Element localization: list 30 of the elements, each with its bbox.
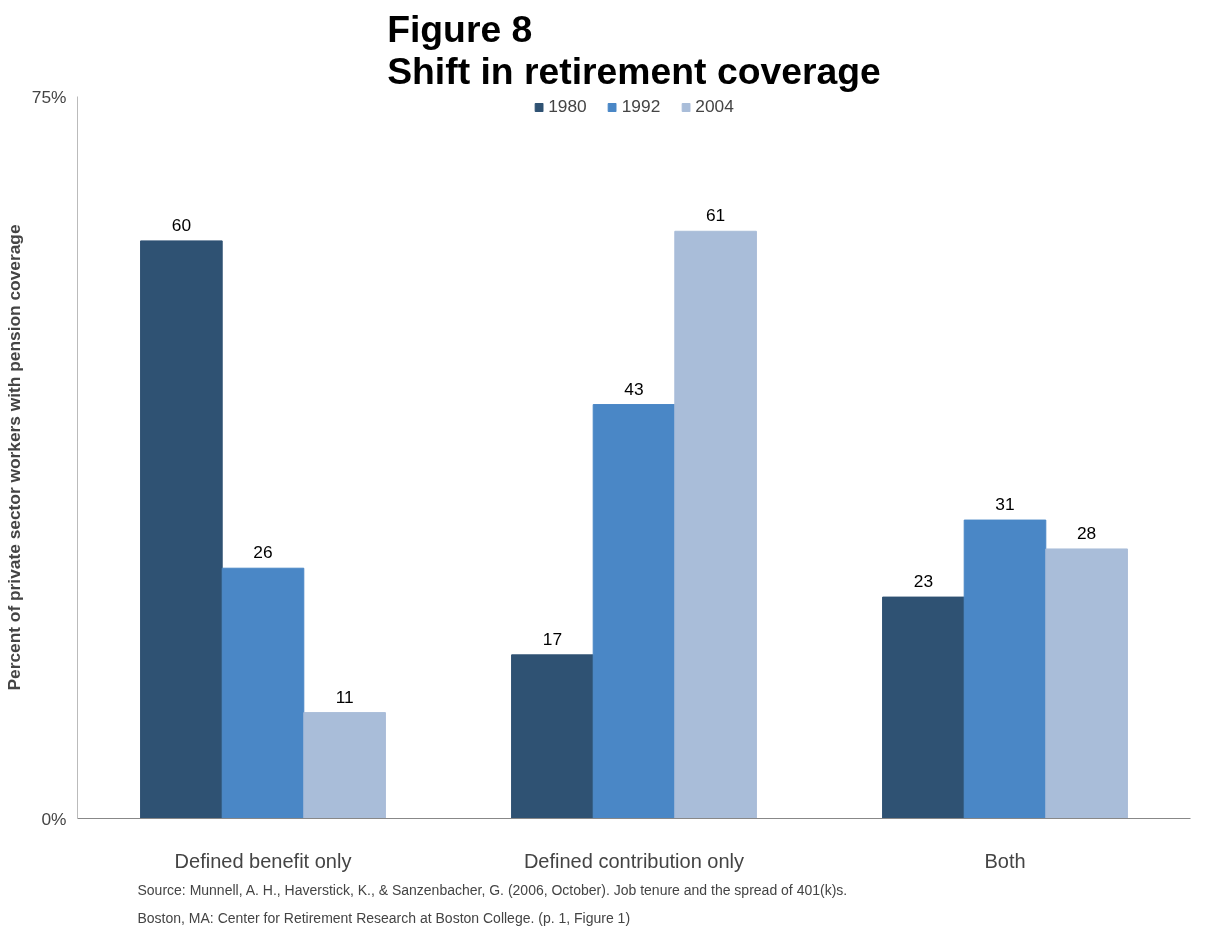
text: Boston, MA: Center for Retirement Research at Boston College. (p. 1, Figure 1)	[137, 909, 631, 926]
x-tick-label: Both	[984, 849, 1026, 872]
x-tick-label: Defined contribution only	[523, 849, 745, 872]
bar	[1045, 548, 1128, 819]
data-label: 31	[995, 494, 1015, 515]
bar	[963, 519, 1047, 819]
legend-label: 1980	[548, 96, 587, 117]
data-label: 28	[1076, 522, 1097, 543]
y-tick-label: 0%	[41, 808, 67, 829]
data-label: 17	[542, 628, 563, 649]
bar	[140, 240, 223, 819]
legend-label: 1992	[621, 96, 661, 117]
y-tick-label: 75%	[31, 86, 67, 107]
data-label: 23	[913, 571, 934, 592]
bar	[221, 567, 305, 819]
chart-title: Figure 8 Shift in retirement coverage	[387, 7, 881, 92]
data-label: 60	[171, 214, 192, 235]
source-note: Source: Munnell, A. H., Haverstick, K., & Sanzenbacher, G. (2006, October). Job tenure and the spread of 401(k)s.	[137, 881, 848, 898]
bar	[303, 712, 386, 819]
data-label: 26	[253, 542, 273, 563]
legend-label: 2004	[695, 96, 734, 117]
y-axis-title: Percent of private sector workers with pension coverage	[3, 224, 24, 691]
bar	[674, 230, 757, 819]
data-label: 43	[624, 378, 644, 399]
bar	[882, 596, 965, 819]
data-label: 11	[335, 686, 354, 707]
x-tick-label: Defined benefit only	[174, 849, 352, 872]
bar	[511, 654, 594, 819]
data-label: 61	[705, 205, 726, 226]
bar	[592, 404, 676, 819]
